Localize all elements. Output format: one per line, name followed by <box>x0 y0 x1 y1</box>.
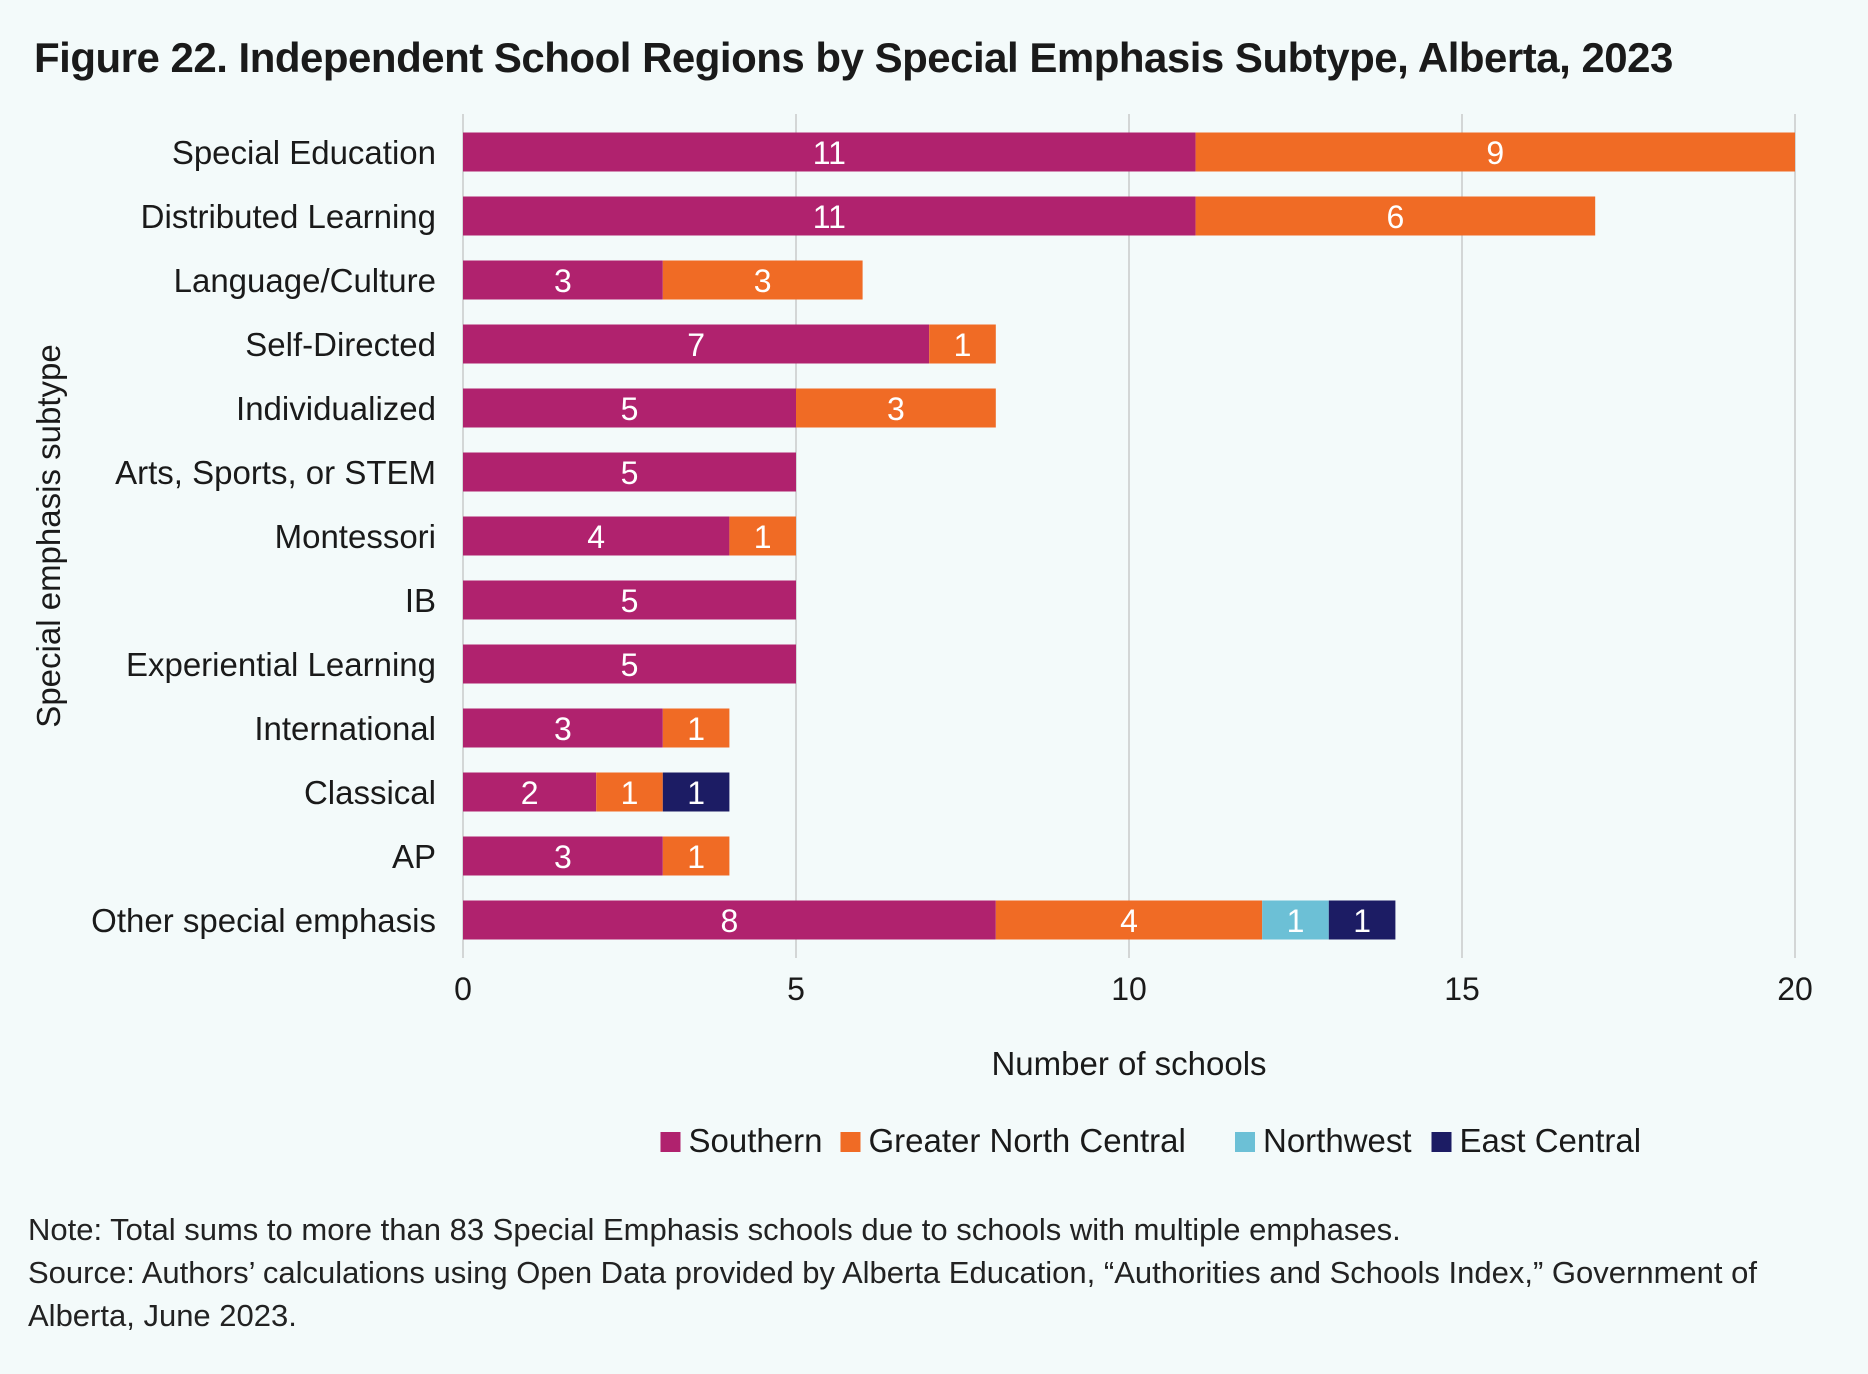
data-label: 3 <box>554 263 572 299</box>
data-label: 1 <box>754 519 772 555</box>
x-tick-label: 15 <box>1444 971 1480 1007</box>
data-label: 3 <box>554 839 572 875</box>
y-tick-label: Distributed Learning <box>141 198 436 235</box>
bar-segment-southern <box>463 516 730 556</box>
bar-segment-southern <box>463 260 663 300</box>
bar-segment-southern <box>463 580 796 620</box>
data-label: 1 <box>687 839 705 875</box>
legend-swatch <box>1235 1132 1255 1152</box>
bar-segment-greater-north-central <box>929 324 996 364</box>
bar-segment-greater-north-central <box>1195 132 1795 172</box>
bar-segment-southern <box>463 196 1196 236</box>
bar-segment-southern <box>463 836 663 876</box>
y-axis-label: Special emphasis subtype <box>30 344 67 727</box>
data-label: 2 <box>521 775 539 811</box>
x-tick-label: 0 <box>454 971 472 1007</box>
x-tick-label: 5 <box>787 971 805 1007</box>
data-label: 3 <box>754 263 772 299</box>
data-label: 5 <box>621 391 639 427</box>
y-tick-label: Arts, Sports, or STEM <box>115 454 436 491</box>
bar-segment-southern <box>463 644 796 684</box>
legend-label: Northwest <box>1263 1122 1412 1159</box>
x-tick-label: 10 <box>1111 971 1147 1007</box>
y-tick-label: Classical <box>304 774 436 811</box>
bar-segment-greater-north-central <box>995 900 1263 940</box>
bar-segment-greater-north-central <box>1195 196 1596 236</box>
bar-segment-greater-north-central <box>662 708 730 748</box>
data-label: 8 <box>721 903 739 939</box>
y-tick-label: Montessori <box>275 518 436 555</box>
data-label: 4 <box>587 519 605 555</box>
bar-segment-southern <box>463 452 796 492</box>
source-text: Source: Authors’ calculations using Open… <box>28 1255 1757 1333</box>
bar-segment-greater-north-central <box>796 388 996 428</box>
y-tick-label: IB <box>405 582 436 619</box>
bar-segment-greater-north-central <box>662 260 863 300</box>
legend-swatch <box>660 1132 681 1152</box>
chart-notes: Note: Total sums to more than 83 Special… <box>28 1208 1838 1337</box>
bar-segment-southern <box>463 388 796 428</box>
data-label: 1 <box>621 775 639 811</box>
data-label: 5 <box>621 583 639 619</box>
bar-segment-southern <box>463 900 996 940</box>
bar-segment-east-central <box>662 772 730 812</box>
data-label: 1 <box>954 327 972 363</box>
data-label: 1 <box>1287 903 1305 939</box>
legend-label: Southern <box>689 1122 823 1159</box>
y-tick-label: Individualized <box>236 390 436 427</box>
y-tick-label: Other special emphasis <box>91 902 436 939</box>
data-label: 1 <box>1353 903 1371 939</box>
note-text: Note: Total sums to more than 83 Special… <box>28 1212 1401 1247</box>
data-label: 4 <box>1120 903 1138 939</box>
legend-swatch <box>1431 1132 1452 1152</box>
bar-segment-southern <box>463 772 597 812</box>
data-label: 5 <box>621 647 639 683</box>
y-tick-label: Special Education <box>172 134 436 171</box>
bar-segment-east-central <box>1328 900 1396 940</box>
x-tick-label: 20 <box>1777 971 1813 1007</box>
y-tick-label: Experiential Learning <box>126 646 436 683</box>
bar-segment-southern <box>463 708 663 748</box>
bar-segment-greater-north-central <box>662 836 730 876</box>
legend-label: East Central <box>1460 1122 1642 1159</box>
bar-segment-greater-north-central <box>596 772 663 812</box>
data-label: 11 <box>813 199 846 235</box>
chart-title: Figure 22. Independent School Regions by… <box>34 34 1673 81</box>
data-label: 3 <box>887 391 905 427</box>
y-tick-label: Language/Culture <box>174 262 436 299</box>
data-label: 6 <box>1387 199 1405 235</box>
bar-segment-southern <box>463 324 930 364</box>
y-tick-label: International <box>254 710 436 747</box>
bar-segment-greater-north-central <box>729 516 796 556</box>
y-tick-label: AP <box>392 838 436 875</box>
y-tick-label: Self-Directed <box>245 326 436 363</box>
data-label: 7 <box>687 327 705 363</box>
data-label: 9 <box>1486 135 1504 171</box>
legend-swatch <box>840 1132 861 1152</box>
data-label: 11 <box>813 135 846 171</box>
x-axis-label: Number of schools <box>991 1045 1266 1082</box>
legend-label: Greater North Central <box>869 1122 1186 1159</box>
data-label: 1 <box>687 711 705 747</box>
bar-segment-northwest <box>1262 900 1329 940</box>
data-label: 3 <box>554 711 572 747</box>
data-label: 1 <box>687 775 705 811</box>
data-label: 5 <box>621 455 639 491</box>
bar-segment-southern <box>463 132 1196 172</box>
